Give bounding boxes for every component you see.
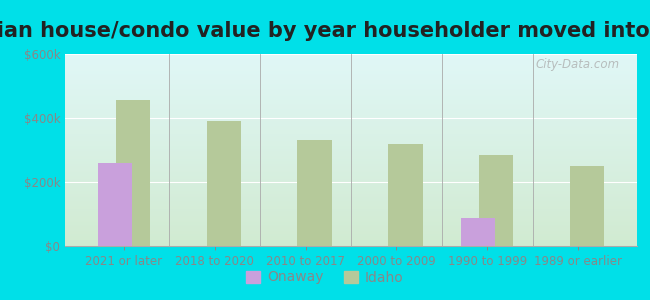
Bar xyxy=(98,163,133,246)
Bar xyxy=(207,121,241,246)
Text: Median house/condo value by year householder moved into unit: Median house/condo value by year househo… xyxy=(0,21,650,41)
Bar xyxy=(297,140,332,246)
Legend: Onaway, Idaho: Onaway, Idaho xyxy=(240,265,410,290)
Bar xyxy=(461,218,495,246)
Text: City-Data.com: City-Data.com xyxy=(536,58,620,71)
Bar xyxy=(116,100,150,246)
Bar xyxy=(388,144,423,246)
Bar xyxy=(479,155,514,246)
Bar xyxy=(569,166,604,246)
